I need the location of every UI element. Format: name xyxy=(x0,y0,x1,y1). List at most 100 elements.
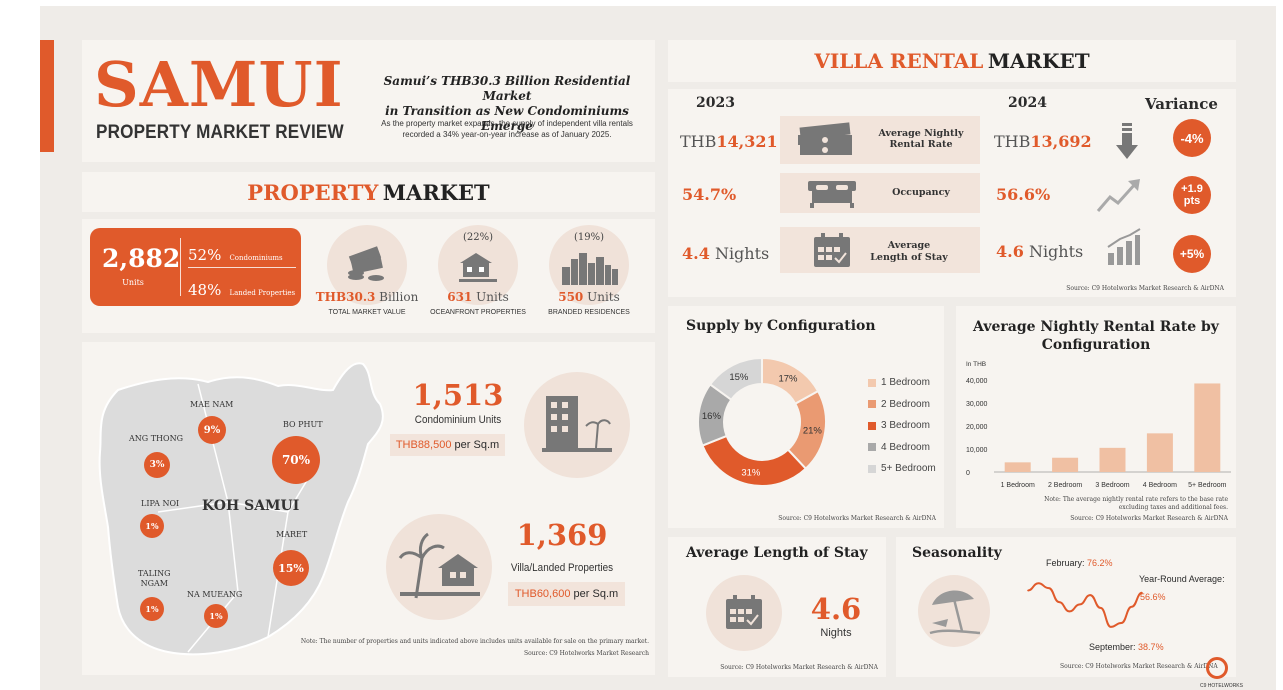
rate-config-unit: In THB xyxy=(966,361,987,368)
area-label-maret: MARET xyxy=(276,530,308,539)
bar-x-label-2-bedroom: 2 Bedroom xyxy=(1048,482,1082,489)
season-peak: February: 76.2% xyxy=(1046,558,1113,568)
bar-x-label-1-bedroom: 1 Bedroom xyxy=(1001,482,1035,489)
seasonality-point-dec xyxy=(1141,591,1143,594)
season-low-label: September: xyxy=(1089,642,1136,652)
villa-market-panel: 2023 2024 Variance THB14,321 Average Nig… xyxy=(668,89,1236,297)
branded-label: BRANDED RESIDENCES xyxy=(548,309,630,316)
occupancy-variance-value: +1.9 xyxy=(1181,183,1203,195)
property-market-title-accent: PROPERTY xyxy=(247,180,379,205)
rate-bar-chart: 0 10,000 20,000 30,000 40,000 1 Bedroom 2 Bedr… xyxy=(966,378,1231,489)
condo-building-icon xyxy=(542,396,612,452)
donut-slice-5-bedroom xyxy=(708,356,763,402)
area-label-ang-thong: ANG THONG xyxy=(129,434,183,443)
market-value-number: THB30.3 xyxy=(315,290,376,304)
oceanfront-pct: (22%) xyxy=(462,232,494,243)
villa-palm-icon xyxy=(398,532,480,599)
map-panel: KOH SAMUI MAE NAM 9% ANG THONG 3% BO PHU… xyxy=(82,342,655,675)
seasonality-point-oct xyxy=(1120,622,1123,624)
condo-pct: 52% xyxy=(188,246,222,264)
stay-2024: 4.6 Nights xyxy=(996,242,1083,261)
rate-2023-prefix: THB xyxy=(680,132,717,151)
condo-price-chip: THB88,500 per Sq.m xyxy=(390,434,505,456)
supply-config-source: Source: C9 Hotelworks Market Research & … xyxy=(778,515,936,522)
area-badge-lipa-noi: 1% xyxy=(140,514,164,538)
legend-label: 5+ Bedroom xyxy=(881,463,936,475)
condo-price: THB88,500 xyxy=(395,439,452,451)
seasonality-point-aug xyxy=(1099,607,1102,609)
donut-label-3-bedroom: 31% xyxy=(741,467,761,478)
col-2024: 2024 xyxy=(1008,95,1047,111)
headline-line-2: in Transition as New Condominiums Emerge xyxy=(385,104,629,133)
season-low: September: 38.7% xyxy=(1089,642,1164,652)
donut-slice-3-bedroom xyxy=(701,434,808,487)
legend-item-1-bedroom: 1 Bedroom xyxy=(868,372,944,394)
property-market-title-rest: MARKET xyxy=(382,180,490,205)
rate-2023: THB14,321 xyxy=(680,132,778,151)
seasonality-point-sep xyxy=(1110,626,1112,628)
map-note: Note: The number of properties and units… xyxy=(300,638,649,645)
money-stack-icon xyxy=(798,122,852,155)
seasonality-panel: Seasonality February: 76.2% Year-Round A… xyxy=(896,537,1236,679)
rate-variance-badge: -4% xyxy=(1173,119,1211,157)
villa-units-value: 1,369 xyxy=(516,518,608,552)
city-skyline-icon xyxy=(562,253,618,285)
donut-label-5-bedroom: 15% xyxy=(729,372,749,383)
seasonality-line-chart xyxy=(1027,582,1143,628)
map-source: Source: C9 Hotelworks Market Research xyxy=(523,650,649,657)
stay-2023-value: 4.4 xyxy=(682,244,710,263)
branded-pct: (19%) xyxy=(573,232,605,243)
occupancy-variance-unit: pts xyxy=(1183,195,1201,207)
stay-metric-line-2: Length of Stay xyxy=(870,252,948,263)
rate-2024-value: 13,692 xyxy=(1030,132,1092,151)
legend-label: 2 Bedroom xyxy=(881,398,930,410)
occupancy-2023: 54.7% xyxy=(682,185,737,204)
calendar-icon xyxy=(814,233,850,267)
legend-swatch xyxy=(868,464,876,473)
donut-label-4-bedroom: 16% xyxy=(702,411,722,422)
seasonality-point-feb xyxy=(1037,582,1040,585)
villa-units-label: Villa/Landed Properties xyxy=(510,562,614,574)
money-stack-icon xyxy=(348,246,384,281)
condo-price-suffix: per Sq.m xyxy=(454,439,500,451)
accent-bar xyxy=(40,40,54,152)
c9-logo-icon xyxy=(1206,657,1228,679)
area-label-ngam: NGAM xyxy=(140,579,168,588)
brand-logo-text: C9 HOTELWORKS xyxy=(1200,683,1243,689)
property-market-header: PROPERTY MARKET xyxy=(82,172,655,212)
bar-3-bedroom xyxy=(1099,447,1126,472)
market-value: THB30.3 Billion xyxy=(307,290,427,304)
bar-growth-icon xyxy=(1107,228,1141,265)
koh-samui-map xyxy=(98,362,384,656)
legend-label: 3 Bedroom xyxy=(881,420,930,432)
stay-2024-suffix: Nights xyxy=(1028,242,1084,261)
villa-market-title-accent: VILLA RENTAL xyxy=(814,49,984,73)
rate-config-note: Note: The average nightly rental rate re… xyxy=(1044,496,1228,512)
area-badge-na-mueang: 1% xyxy=(204,604,228,628)
bed-icon xyxy=(808,181,856,208)
occupancy-2024: 56.6% xyxy=(996,185,1051,204)
rate-config-title-line-2: Configuration xyxy=(1041,337,1151,353)
bar-2-bedroom xyxy=(1052,457,1079,472)
condo-split: 52% Condominiums xyxy=(188,245,283,264)
rate-2023-value: 14,321 xyxy=(716,132,778,151)
property-market-panel: 2,882 Units 52% Condominiums 48% Landed … xyxy=(82,219,655,333)
condo-units-label: Condominium Units xyxy=(414,414,502,426)
seasonality-point-may xyxy=(1068,610,1071,613)
rate-2024: THB13,692 xyxy=(994,132,1092,151)
villa-market-title-rest: MARKET xyxy=(987,49,1090,73)
bar-x-label-5-bedroom: 5+ Bedroom xyxy=(1188,482,1226,489)
rate-metric-line-1: Average Nightly xyxy=(878,128,964,139)
condo-units-value: 1,513 xyxy=(412,378,504,412)
stay-metric-label: Average Length of Stay xyxy=(854,240,964,264)
bar-1-bedroom xyxy=(1004,462,1031,472)
page-subtitle: PROPERTY MARKET REVIEW xyxy=(96,122,344,143)
bar-y-tick: 20,000 xyxy=(966,424,988,431)
total-units-value: 2,882 xyxy=(102,244,181,273)
seasonality-point-nov xyxy=(1130,605,1133,608)
rate-metric-label: Average Nightly Rental Rate xyxy=(866,128,976,150)
legend-swatch xyxy=(868,378,876,387)
legend-item-4-bedroom: 4 Bedroom xyxy=(868,437,944,459)
season-peak-label: February: xyxy=(1046,558,1085,568)
headline: Samui’s THB30.3 Billion Residential Mark… xyxy=(367,74,647,134)
